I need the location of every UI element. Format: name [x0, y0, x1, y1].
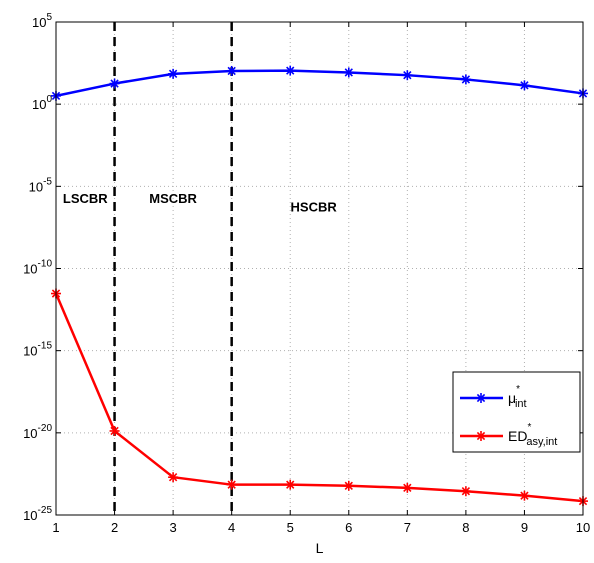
- region-label: HSCBR: [291, 199, 338, 214]
- region-label: MSCBR: [149, 191, 197, 206]
- legend-item: μ* int: [460, 384, 527, 410]
- x-tick-label: 2: [111, 520, 118, 535]
- y-tick-label: 105: [32, 12, 52, 30]
- data-point-marker: [168, 472, 179, 483]
- y-tick-label: 10-25: [23, 505, 52, 523]
- y-tick-label: 10-5: [29, 176, 53, 194]
- x-axis-label: L: [316, 540, 324, 556]
- legend-swatch-marker: [476, 431, 486, 441]
- legend-box: [452, 371, 581, 453]
- x-tick-label: 4: [228, 520, 235, 535]
- x-tick-label: 3: [169, 520, 176, 535]
- legend-swatch-marker: [476, 393, 486, 403]
- data-point-marker: [402, 482, 413, 493]
- x-tick-label: 9: [521, 520, 528, 535]
- data-point-marker: [109, 425, 120, 436]
- legend-item: ED* asy,int: [460, 422, 557, 448]
- data-point-marker: [285, 479, 296, 490]
- data-point-marker: [226, 65, 237, 76]
- data-point-marker: [285, 65, 296, 76]
- region-labels: LSCBR MSCBR HSCBR: [63, 191, 337, 215]
- y-tick-label: 10-15: [23, 341, 52, 359]
- data-point-marker: [402, 70, 413, 81]
- x-tick-label: 6: [345, 520, 352, 535]
- series-layer: [51, 65, 588, 507]
- x-tick-label: 10: [576, 520, 590, 535]
- y-tick-label: 100: [32, 94, 52, 112]
- data-point-marker: [343, 67, 354, 78]
- x-tick-label: 5: [287, 520, 294, 535]
- legend-label: ED* asy,int: [508, 422, 557, 448]
- legend: μ* int ED* asy,int: [452, 371, 581, 453]
- data-point-marker: [168, 68, 179, 79]
- x-tick-label: 8: [462, 520, 469, 535]
- data-point-marker: [519, 490, 530, 501]
- legend-label: μ* int: [508, 384, 527, 410]
- y-tick-label: 10-10: [23, 259, 52, 277]
- data-point-marker: [109, 78, 120, 89]
- x-tick-label: 7: [404, 520, 411, 535]
- data-point-marker: [460, 74, 471, 85]
- data-point-marker: [460, 486, 471, 497]
- series-line: [55, 69, 584, 98]
- data-point-marker: [226, 479, 237, 490]
- axis-ticks: 1 2 3 4 5 6 7 8 9 10 10-25 10-20 10-15 10-10 10-5 100 10…: [23, 12, 590, 535]
- series-line: [54, 293, 584, 503]
- data-point-marker: [519, 80, 530, 91]
- series-1: [51, 65, 588, 101]
- y-tick-label: 10-20: [23, 423, 52, 441]
- data-point-marker: [343, 480, 354, 491]
- x-tick-label: 1: [52, 520, 59, 535]
- region-label: LSCBR: [63, 191, 108, 206]
